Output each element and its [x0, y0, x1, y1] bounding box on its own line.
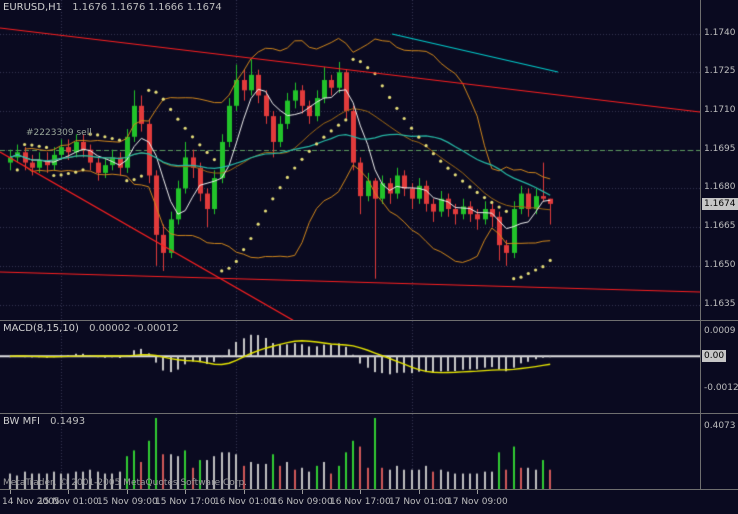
macd-zero-tag: 0.00: [702, 350, 727, 362]
time-label: 16 Nov 09:00: [272, 497, 333, 507]
price-tick: 1.1665: [704, 221, 736, 231]
copyright-text: MetaTrader, © 2001-2005 MetaQuotes Softw…: [3, 478, 248, 488]
time-label: 14 Nov 2005: [2, 497, 60, 507]
time-tick-mark: [477, 490, 478, 494]
macd-header: MACD(8,15,10) 0.00002 -0.00012: [3, 323, 179, 334]
time-tick-mark: [10, 490, 11, 494]
price-tick: 1.1725: [704, 66, 736, 76]
price-tick: 1.1740: [704, 28, 736, 38]
main-chart-panel: EURUSD,H1 1.1676 1.1676 1.1666 1.1674 #2…: [0, 0, 700, 320]
macd-tick: 0.0009: [704, 326, 736, 336]
mfi-tick: 0.4073: [704, 421, 736, 431]
symbol-period-label: EURUSD,H1: [3, 2, 63, 13]
macd-panel: MACD(8,15,10) 0.00002 -0.00012: [0, 321, 700, 413]
panel-separator[interactable]: [0, 489, 738, 490]
time-tick-mark: [185, 490, 186, 494]
macd-canvas[interactable]: [0, 321, 700, 413]
time-label: 16 Nov 01:00: [214, 497, 275, 507]
macd-tick: -0.0012: [704, 383, 738, 393]
time-tick-mark: [244, 490, 245, 494]
mfi-axis[interactable]: 0.4073: [700, 414, 738, 489]
time-tick-mark: [68, 490, 69, 494]
price-tick: 1.1710: [704, 105, 736, 115]
price-tick: 1.1650: [704, 260, 736, 270]
mfi-header: BW MFI 0.1493: [3, 416, 85, 427]
time-tick-mark: [419, 490, 420, 494]
current-price-tag: 1.1674: [702, 198, 738, 210]
price-axis[interactable]: 1.1740 1.1725 1.1710 1.1695 1.1680 1.1665 1.16…: [700, 0, 738, 320]
time-tick-mark: [360, 490, 361, 494]
time-label: 15 Nov 09:00: [97, 497, 158, 507]
time-axis[interactable]: 14 Nov 2005 15 Nov 01:00 15 Nov 09:00 15 No…: [0, 490, 738, 514]
macd-values: 0.00002 -0.00012: [89, 323, 179, 334]
time-label: 15 Nov 17:00: [155, 497, 216, 507]
panel-separator[interactable]: [0, 320, 738, 321]
macd-title: MACD(8,15,10): [3, 323, 79, 334]
price-tick: 1.1680: [704, 182, 736, 192]
time-tick-mark: [302, 490, 303, 494]
time-label: 17 Nov 09:00: [447, 497, 508, 507]
time-label: 15 Nov 01:00: [38, 497, 99, 507]
time-label: 16 Nov 17:00: [330, 497, 391, 507]
mfi-value: 0.1493: [50, 416, 86, 427]
mfi-panel: BW MFI 0.1493 MetaTrader, © 2001-2005 Me…: [0, 414, 700, 489]
time-label: 17 Nov 01:00: [389, 497, 450, 507]
mfi-canvas[interactable]: [0, 414, 700, 489]
chart-header: EURUSD,H1 1.1676 1.1676 1.1666 1.1674: [3, 2, 222, 13]
price-tick: 1.1695: [704, 144, 736, 154]
time-tick-mark: [127, 490, 128, 494]
ohlc-readout: 1.1676 1.1676 1.1666 1.1674: [72, 2, 222, 13]
panel-separator[interactable]: [0, 413, 738, 414]
mfi-title: BW MFI: [3, 416, 40, 427]
macd-axis[interactable]: 0.0009 0.00 -0.0012: [700, 321, 738, 413]
price-tick: 1.1635: [704, 299, 736, 309]
main-chart-canvas[interactable]: [0, 0, 700, 320]
order-line-label[interactable]: #2223309 sell: [26, 128, 92, 138]
